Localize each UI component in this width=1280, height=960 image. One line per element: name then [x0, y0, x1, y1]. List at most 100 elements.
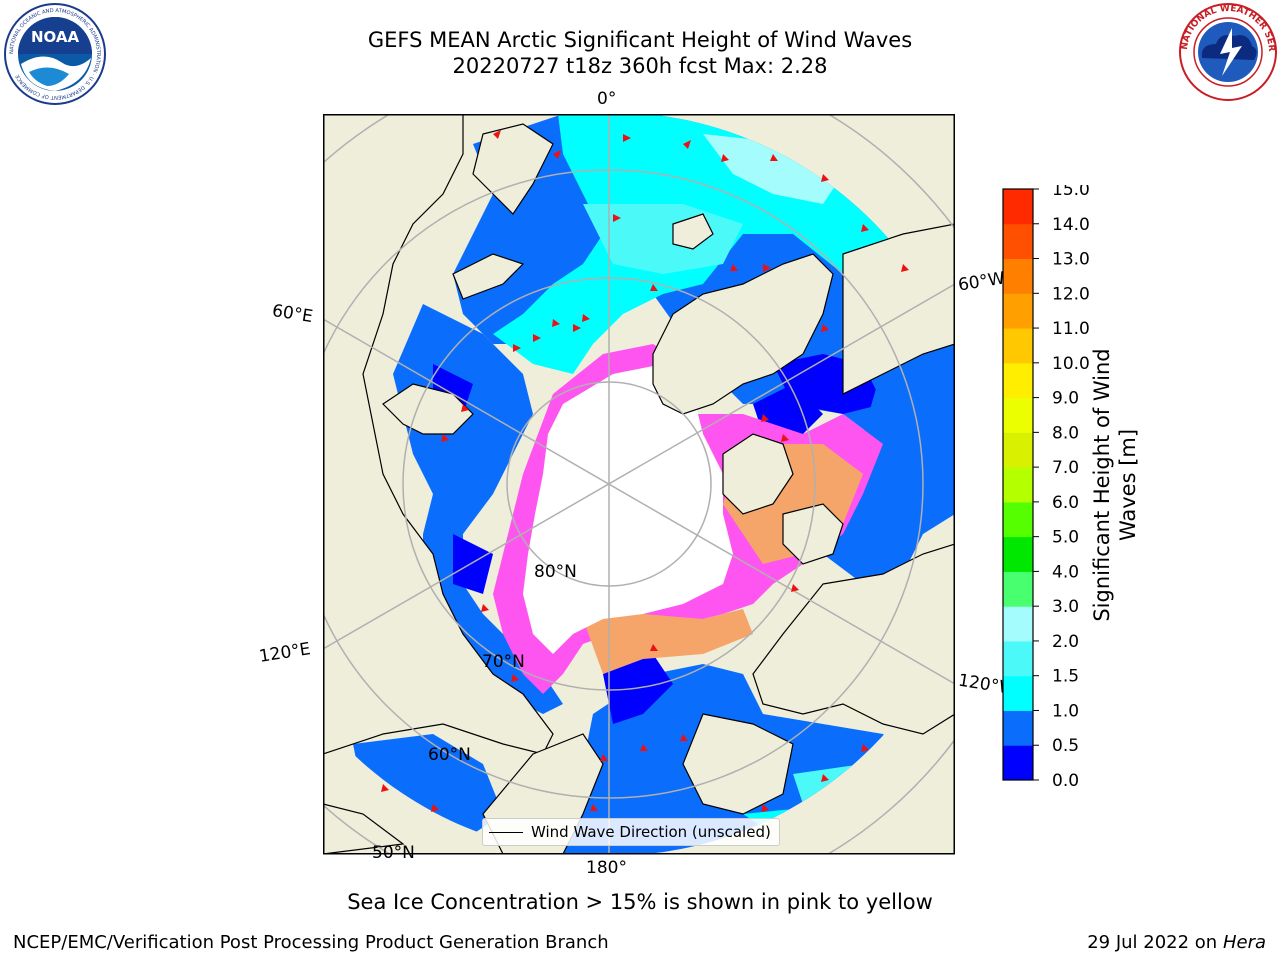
colorbar-tick-label: 1.5 — [1052, 667, 1079, 687]
map-legend: Wind Wave Direction (unscaled) — [482, 818, 780, 846]
wave-arrow — [573, 324, 581, 332]
land-taymyr — [382, 383, 474, 435]
label-lon-180: 180° — [586, 858, 627, 878]
ocean-wave-region — [703, 134, 843, 204]
colorbar-tick-label: 4.0 — [1052, 562, 1079, 582]
sea-ice-note: Sea Ice Concentration > 15% is shown in … — [347, 890, 933, 914]
wave-arrow — [763, 264, 771, 272]
wave-arrow — [493, 130, 501, 139]
label-lon-60E: 60°E — [270, 300, 315, 328]
wave-arrow — [590, 804, 598, 811]
wave-arrow — [770, 154, 778, 161]
colorbar-block — [1003, 293, 1033, 329]
wave-arrow — [513, 344, 521, 352]
wave-arrow — [441, 434, 449, 442]
wave-arrow — [600, 754, 608, 761]
wave-arrow — [461, 404, 469, 412]
colorbar-block — [1003, 362, 1033, 399]
colorbar-block — [1003, 432, 1033, 468]
colorbar-block — [1003, 501, 1033, 538]
wave-arrow — [761, 414, 769, 422]
wave-arrow — [721, 154, 729, 162]
colorbar-label-line1: Significant Height of Wind — [1090, 348, 1114, 622]
colorbar-tick-label: 0.5 — [1052, 736, 1079, 756]
footer-branch: NCEP/EMC/Verification Post Processing Pr… — [13, 932, 609, 953]
colorbar-block — [1003, 745, 1033, 781]
label-lon-60W: 60°W — [956, 268, 1007, 296]
wave-arrow — [791, 584, 799, 592]
colorbar-tick-label: 14.0 — [1052, 215, 1090, 235]
colorbar-tick-label: 1.0 — [1052, 701, 1079, 721]
label-lon-0: 0° — [597, 89, 617, 109]
colorbar-label-line2: Waves [m] — [1116, 428, 1140, 542]
noaa-logo: NOAA NATIONAL OCEANIC AND ATMOSPHERIC AD… — [4, 3, 106, 105]
colorbar-block — [1003, 675, 1033, 711]
colorbar-tick-label: 13.0 — [1052, 250, 1090, 270]
colorbar-tick-label: 3.0 — [1052, 597, 1079, 617]
footer-date: 29 Jul 2022 on Hera — [1087, 932, 1266, 953]
colorbar-tick-label: 12.0 — [1052, 284, 1090, 304]
colorbar: 0.0 0.5 1.0 1.5 2.0 3.0 4.0 5.0 6.0 7.0 8.0 9.0 10.0… — [1002, 185, 1090, 787]
label-lat-70: 70°N — [482, 652, 525, 672]
colorbar-block — [1003, 571, 1033, 607]
legend-label: Wind Wave Direction (unscaled) — [531, 823, 771, 841]
land-siberia — [323, 114, 554, 755]
wave-arrow — [553, 150, 561, 159]
wave-arrow — [861, 224, 869, 232]
colorbar-tick-label: 9.0 — [1052, 389, 1079, 409]
wave-arrow — [481, 604, 489, 612]
ocean-wave-region — [453, 534, 493, 594]
nws-logo: NATIONAL WEATHER SERVICE — [1178, 2, 1277, 101]
land-greenland — [652, 253, 834, 415]
wave-arrow — [781, 434, 789, 442]
colorbar-block — [1003, 223, 1033, 260]
wave-arrow — [623, 134, 631, 142]
colorbar-tick-label: 8.0 — [1052, 423, 1079, 443]
wave-arrow — [730, 264, 738, 271]
colorbar-block — [1003, 710, 1033, 746]
land-svalbard — [672, 213, 714, 250]
land-bottom-left — [323, 803, 405, 854]
label-lat-50: 50°N — [372, 843, 415, 863]
meridian-60E-120W — [323, 318, 955, 685]
colorbar-block — [1003, 189, 1033, 225]
wave-arrow — [650, 644, 658, 651]
label-lat-60: 60°N — [428, 745, 471, 765]
colorbar-block — [1003, 328, 1033, 364]
wave-arrow — [861, 744, 869, 752]
wave-arrow — [821, 324, 829, 332]
chart-title: GEFS MEAN Arctic Significant Height of W… — [367, 28, 913, 52]
colorbar-block — [1003, 640, 1033, 677]
map-frame — [323, 114, 955, 855]
colorbar-block — [1003, 467, 1033, 503]
chart-subtitle-run: 20220727 t18z 360h fcst Max: 2.28 — [452, 54, 828, 78]
legend-line-swatch — [489, 831, 523, 833]
wind-wave-arrows — [381, 130, 909, 812]
wave-arrow — [552, 319, 560, 327]
wave-arrow — [533, 334, 541, 342]
land-north-america — [842, 223, 955, 395]
colorbar-block — [1003, 397, 1033, 433]
colorbar-tick-label: 6.0 — [1052, 493, 1079, 513]
footer-machine: Hera — [1222, 932, 1266, 953]
colorbar-tick-label: 5.0 — [1052, 528, 1079, 548]
wave-arrow — [680, 734, 688, 741]
wave-arrow — [821, 174, 829, 182]
colorbar-tick-label: 15.0 — [1052, 185, 1090, 200]
wave-arrow — [582, 314, 590, 322]
footer-date-text: 29 Jul 2022 on — [1087, 932, 1223, 953]
colorbar-block — [1003, 606, 1033, 642]
meridian-120E-60W — [323, 283, 955, 650]
wave-arrow — [761, 804, 769, 812]
colorbar-tick-label: 10.0 — [1052, 354, 1090, 374]
polar-map — [323, 114, 955, 855]
land-canadian-arctic — [782, 503, 844, 565]
wave-arrow — [821, 774, 829, 782]
colorbar-block — [1003, 258, 1033, 294]
land-canadian-arctic — [722, 433, 794, 515]
wave-arrow — [650, 284, 658, 291]
ocean-wave-region — [603, 654, 673, 724]
sea-ice-edge — [583, 609, 753, 674]
wave-arrow — [511, 674, 519, 682]
wave-arrow — [683, 140, 691, 149]
